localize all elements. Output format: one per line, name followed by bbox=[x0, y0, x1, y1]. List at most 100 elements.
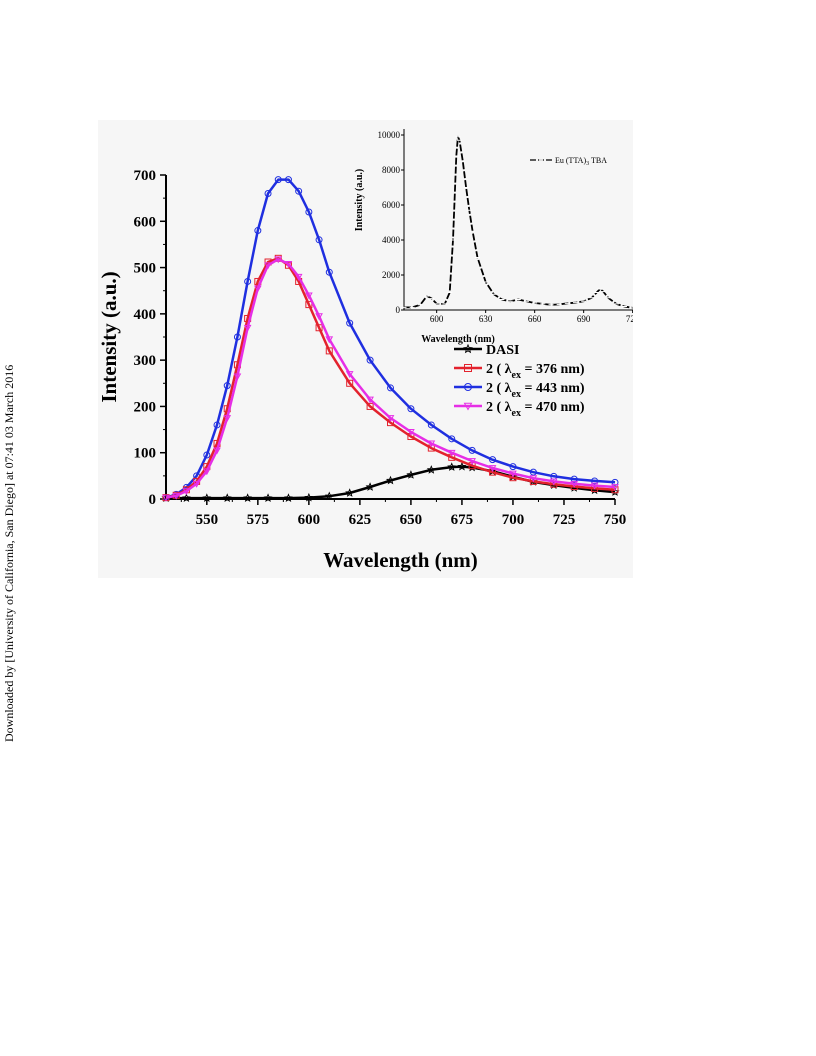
data-point bbox=[244, 277, 252, 285]
data-point bbox=[427, 421, 435, 429]
data-point bbox=[305, 301, 313, 309]
series-line bbox=[165, 178, 616, 499]
y-tick-label: 0 bbox=[149, 492, 157, 508]
data-point bbox=[253, 285, 262, 293]
data-point bbox=[243, 324, 252, 332]
inset-x-tick-label: 630 bbox=[479, 314, 493, 324]
data-point bbox=[386, 415, 395, 423]
data-point bbox=[182, 488, 191, 496]
data-point bbox=[570, 475, 578, 483]
data-point bbox=[222, 493, 232, 502]
inset-y-tick-label: 10000 bbox=[378, 130, 401, 140]
data-point bbox=[294, 273, 303, 281]
data-point bbox=[181, 493, 191, 502]
legend-marker bbox=[462, 343, 474, 354]
data-point bbox=[366, 396, 374, 404]
inset-x-tick-label: 660 bbox=[528, 314, 542, 324]
inset-x-tick-label: 720 bbox=[626, 314, 633, 324]
inset-y-tick-label: 6000 bbox=[382, 200, 401, 210]
data-point bbox=[385, 475, 396, 485]
y-tick-label: 600 bbox=[134, 214, 157, 230]
data-point bbox=[426, 465, 436, 474]
data-point bbox=[325, 347, 333, 355]
data-point bbox=[192, 480, 201, 488]
legend-label: 2 ( λex = 443 nm) bbox=[486, 381, 585, 400]
data-point bbox=[284, 176, 292, 184]
data-point bbox=[295, 187, 303, 195]
data-point bbox=[233, 333, 241, 341]
data-point bbox=[529, 475, 538, 483]
data-point bbox=[346, 379, 354, 387]
chart-svg: 550 575 600 625 650 675 700 725 750 0 100 200 300 400… bbox=[98, 129, 633, 572]
x-tick-label: 550 bbox=[196, 512, 219, 528]
y-tick-label: 500 bbox=[134, 261, 157, 277]
data-point bbox=[387, 419, 394, 427]
data-point bbox=[590, 482, 599, 490]
data-point bbox=[162, 494, 170, 502]
legend-marker bbox=[464, 364, 472, 372]
data-point bbox=[274, 256, 283, 264]
inset-legend-label: Eu (TTA)3 TBA bbox=[555, 156, 607, 167]
data-point bbox=[325, 336, 334, 344]
data-point bbox=[264, 190, 272, 198]
data-point bbox=[529, 468, 537, 476]
data-point bbox=[203, 451, 211, 459]
y-tick-label: 100 bbox=[134, 446, 157, 462]
data-point bbox=[305, 208, 313, 216]
y-tick-label: 300 bbox=[134, 353, 157, 369]
inset-x-axis-label: Wavelength (nm) bbox=[421, 334, 495, 345]
data-point bbox=[407, 428, 415, 436]
data-point bbox=[264, 262, 272, 270]
data-point bbox=[274, 176, 282, 184]
legend-label: DASI bbox=[486, 343, 519, 358]
data-point bbox=[488, 465, 497, 473]
x-tick-label: 650 bbox=[400, 512, 423, 528]
data-point bbox=[213, 421, 221, 429]
data-point bbox=[345, 371, 354, 379]
data-point bbox=[427, 440, 436, 448]
legend-marker bbox=[464, 383, 472, 391]
legend-label: 2 ( λex = 470 nm) bbox=[486, 400, 585, 419]
main-chart: 550 575 600 625 650 675 700 725 750 0 100 200 300 400… bbox=[98, 168, 626, 572]
series-2 bbox=[162, 176, 619, 502]
data-point bbox=[305, 292, 313, 300]
inset-y-tick-label: 2000 bbox=[382, 270, 401, 280]
data-point bbox=[202, 468, 211, 476]
data-point bbox=[324, 491, 334, 501]
data-point bbox=[509, 463, 517, 471]
data-point bbox=[570, 480, 579, 488]
y-tick-label: 200 bbox=[134, 399, 157, 415]
inset-series-line bbox=[404, 135, 633, 309]
inset-plot-bg bbox=[404, 129, 633, 310]
data-point bbox=[263, 493, 273, 502]
y-tick-label: 400 bbox=[134, 307, 157, 323]
data-point bbox=[468, 446, 476, 454]
data-point bbox=[489, 456, 497, 464]
figure-panel: 550 575 600 625 650 675 700 725 750 0 100 200 300 400… bbox=[98, 120, 633, 578]
x-tick-label: 700 bbox=[502, 512, 525, 528]
x-tick-label: 750 bbox=[604, 512, 627, 528]
data-point bbox=[447, 462, 457, 471]
data-point bbox=[406, 470, 416, 479]
data-point bbox=[611, 484, 619, 491]
data-point bbox=[365, 482, 375, 491]
x-tick-label: 575 bbox=[247, 512, 270, 528]
data-point bbox=[366, 356, 374, 364]
data-point bbox=[345, 488, 355, 497]
series-line bbox=[165, 257, 616, 499]
data-point bbox=[549, 478, 558, 486]
x-tick-label: 725 bbox=[553, 512, 576, 528]
data-point bbox=[407, 433, 415, 441]
data-point bbox=[233, 373, 242, 381]
data-point bbox=[284, 260, 293, 268]
x-axis-label: Wavelength (nm) bbox=[323, 548, 478, 572]
legend: DASI 2 ( λex = 376 nm)2 ( λex = 443 nm)2 … bbox=[454, 343, 585, 419]
data-point bbox=[315, 313, 323, 321]
inset-y-tick-label: 4000 bbox=[382, 235, 401, 245]
data-point bbox=[243, 493, 253, 502]
data-point bbox=[283, 493, 293, 502]
data-point bbox=[254, 227, 262, 235]
data-point bbox=[304, 492, 314, 502]
series-3 bbox=[162, 256, 619, 502]
data-point bbox=[457, 461, 467, 471]
